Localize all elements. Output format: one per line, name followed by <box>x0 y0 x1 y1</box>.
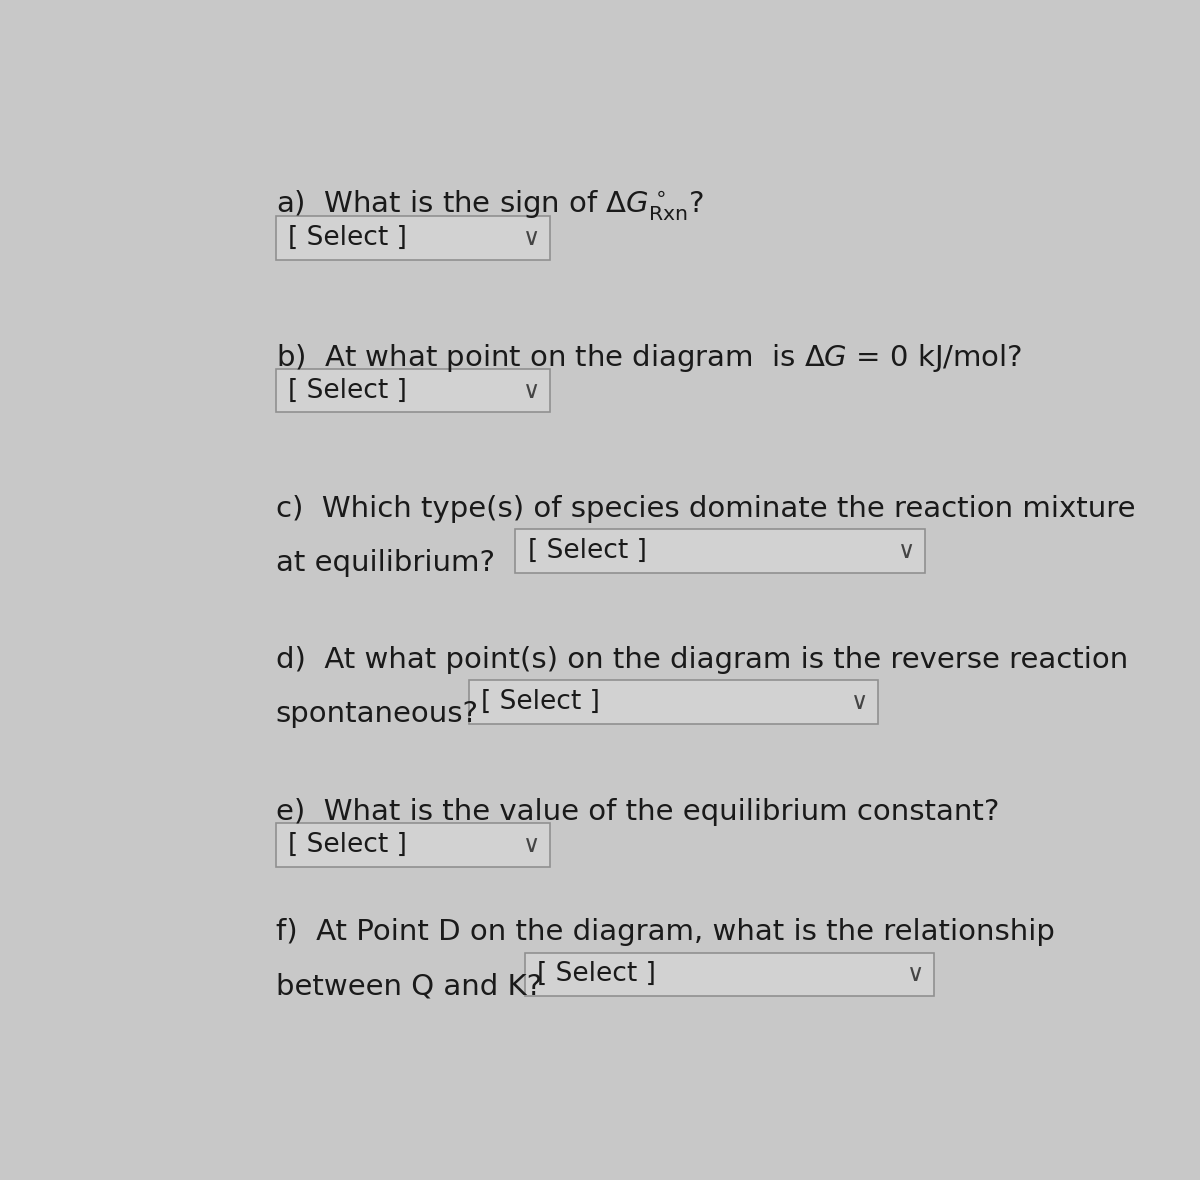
Text: [ Select ]: [ Select ] <box>288 832 407 858</box>
FancyBboxPatch shape <box>276 824 550 866</box>
Text: c)  Which type(s) of species dominate the reaction mixture: c) Which type(s) of species dominate the… <box>276 494 1135 523</box>
Text: spontaneous?: spontaneous? <box>276 700 479 728</box>
Text: d)  At what point(s) on the diagram is the reverse reaction: d) At what point(s) on the diagram is th… <box>276 645 1128 674</box>
FancyBboxPatch shape <box>276 368 550 412</box>
Text: ∨: ∨ <box>907 963 924 986</box>
FancyBboxPatch shape <box>516 529 925 572</box>
FancyBboxPatch shape <box>276 216 550 260</box>
Text: ∨: ∨ <box>523 225 540 250</box>
Text: [ Select ]: [ Select ] <box>528 538 647 564</box>
Text: at equilibrium?: at equilibrium? <box>276 549 494 577</box>
Text: ∨: ∨ <box>851 690 869 714</box>
FancyBboxPatch shape <box>469 680 878 723</box>
Text: [ Select ]: [ Select ] <box>288 225 407 251</box>
Text: [ Select ]: [ Select ] <box>536 962 655 988</box>
Text: ∨: ∨ <box>898 539 914 563</box>
Text: f)  At Point D on the diagram, what is the relationship: f) At Point D on the diagram, what is th… <box>276 918 1055 946</box>
Text: a)  What is the sign of $\Delta G^\circ_{\mathrm{Rxn}}$?: a) What is the sign of $\Delta G^\circ_{… <box>276 188 703 222</box>
Text: ∨: ∨ <box>523 379 540 402</box>
FancyBboxPatch shape <box>524 952 934 996</box>
Text: e)  What is the value of the equilibrium constant?: e) What is the value of the equilibrium … <box>276 798 998 826</box>
Text: [ Select ]: [ Select ] <box>481 689 600 715</box>
Text: b)  At what point on the diagram  is $\Delta G$ = 0 kJ/mol?: b) At what point on the diagram is $\Del… <box>276 342 1022 374</box>
Text: between Q and K?: between Q and K? <box>276 972 541 1001</box>
Text: ∨: ∨ <box>523 833 540 857</box>
Text: [ Select ]: [ Select ] <box>288 378 407 404</box>
